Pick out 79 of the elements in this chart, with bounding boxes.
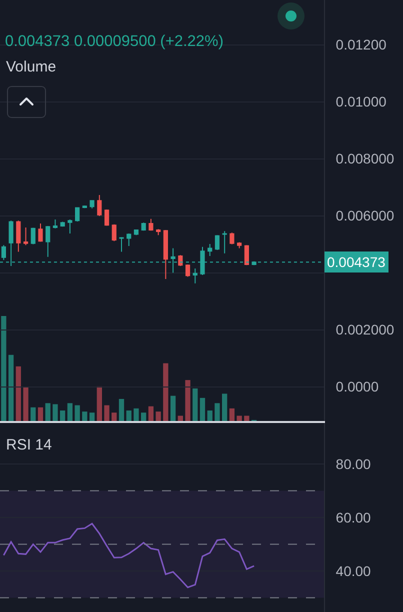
candlestick <box>134 228 139 236</box>
y-tick-label: 0.01200 <box>336 36 387 53</box>
candlestick <box>148 218 154 232</box>
bar <box>192 388 198 421</box>
y-tick-label: 0.0000 <box>336 378 379 395</box>
bar <box>67 403 73 421</box>
candlestick <box>208 243 212 256</box>
candlestick <box>52 218 58 229</box>
candlestick <box>192 268 198 284</box>
candlestick <box>1 244 6 260</box>
bar <box>118 398 124 421</box>
bar <box>148 406 154 421</box>
candlestick <box>30 227 36 245</box>
candlestick <box>104 209 110 226</box>
y-tick-label: 0.008000 <box>336 150 394 167</box>
text: 0.004373 0.00009500 (+2.22%) <box>5 33 224 51</box>
bar <box>185 380 190 421</box>
bar <box>178 416 183 421</box>
bar <box>214 403 220 421</box>
bar <box>134 408 139 421</box>
line-series <box>2 522 255 588</box>
bar <box>96 386 102 421</box>
candlestick <box>112 224 116 242</box>
candlestick <box>97 194 102 217</box>
candlestick <box>222 230 227 254</box>
candlestick <box>237 242 242 249</box>
candlestick <box>244 244 249 266</box>
bar <box>30 407 36 421</box>
text: RSI 14 <box>6 436 52 454</box>
bar <box>170 396 176 421</box>
bar <box>52 404 58 421</box>
bar <box>89 412 95 421</box>
candlestick <box>38 222 43 242</box>
candlestick <box>230 232 234 245</box>
bar <box>236 416 242 421</box>
bar <box>200 398 206 421</box>
candlestick <box>141 222 146 232</box>
bar <box>74 405 80 421</box>
bar <box>1 316 6 421</box>
bar <box>60 410 66 421</box>
candlestick <box>156 228 161 236</box>
candlestick <box>163 230 168 280</box>
candlestick <box>16 220 21 252</box>
bar <box>156 412 161 421</box>
candlestick <box>119 236 124 252</box>
bar <box>126 410 132 421</box>
bar <box>8 354 14 421</box>
candlestick <box>90 200 94 209</box>
chart-title: Volume <box>6 58 56 76</box>
candlestick <box>178 254 183 266</box>
candlestick <box>68 218 72 234</box>
bar <box>82 412 88 421</box>
y-tick-label: 80.00 <box>336 456 372 472</box>
candlestick <box>23 226 28 246</box>
bar <box>104 405 110 421</box>
candlestick <box>75 207 80 222</box>
y-tick-label: 60.00 <box>336 509 372 526</box>
bar <box>112 412 117 421</box>
y-tick-label: 0.002000 <box>336 322 394 338</box>
bar <box>163 363 168 421</box>
candlestick <box>185 264 190 278</box>
bar <box>16 366 21 421</box>
y-tick-label: 0.01000 <box>336 94 387 110</box>
y-tick-label: 40.00 <box>336 562 372 579</box>
bar <box>23 387 28 421</box>
bar <box>229 408 235 421</box>
candlestick <box>214 234 220 250</box>
y-tick-label: 0.006000 <box>336 208 394 224</box>
bar <box>45 403 50 421</box>
bar <box>244 416 250 421</box>
candlestick <box>126 232 132 246</box>
bar <box>207 410 212 421</box>
bar <box>222 394 228 421</box>
bar <box>141 412 146 421</box>
candlestick <box>82 205 87 209</box>
candlestick <box>46 226 50 258</box>
ref-line-label: 0.004373 <box>327 254 386 270</box>
bar <box>38 407 44 421</box>
candlestick <box>60 221 65 228</box>
